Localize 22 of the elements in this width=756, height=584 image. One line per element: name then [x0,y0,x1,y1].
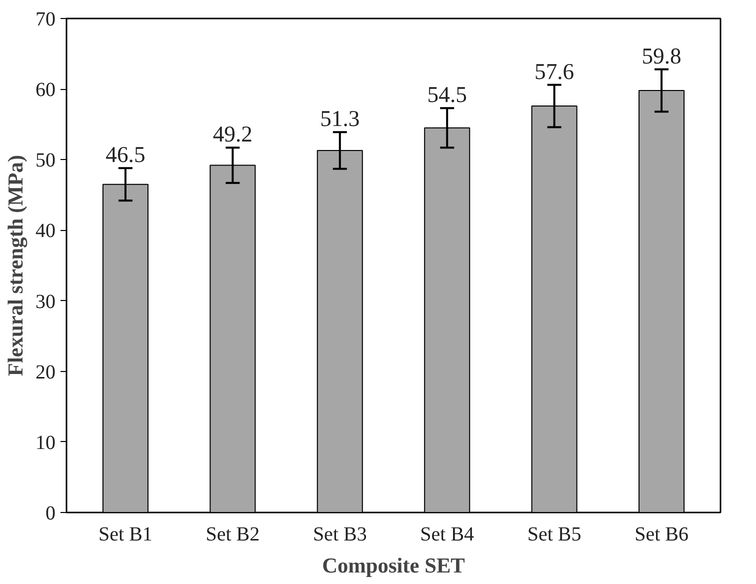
x-tick-label: Set B3 [312,524,367,546]
y-tick-label: 40 [36,220,56,242]
y-tick-label: 50 [36,150,56,172]
data-label: 57.6 [534,58,574,84]
x-tick-label: Set B1 [98,524,152,546]
y-tick-label: 20 [36,361,56,384]
y-tick-label: 30 [36,290,56,313]
y-tick-label: 10 [36,432,56,454]
x-tick-label: Set B5 [527,524,582,546]
data-label: 54.5 [427,82,467,108]
x-tick-label: Set B4 [420,524,474,546]
data-label: 49.2 [212,122,253,147]
data-label: 46.5 [106,142,146,168]
y-axis-title: Flexural strength (MPa) [4,154,28,376]
x-axis-title: Composite SET [322,554,465,578]
data-label: 51.3 [320,106,360,132]
data-label: 59.8 [642,43,682,68]
y-tick-label: 70 [36,8,56,30]
x-tick-label: Set B6 [634,524,688,546]
x-tick-label: Set B2 [206,524,260,546]
y-tick-label: 60 [36,79,56,102]
y-tick-label: 0 [46,502,56,524]
